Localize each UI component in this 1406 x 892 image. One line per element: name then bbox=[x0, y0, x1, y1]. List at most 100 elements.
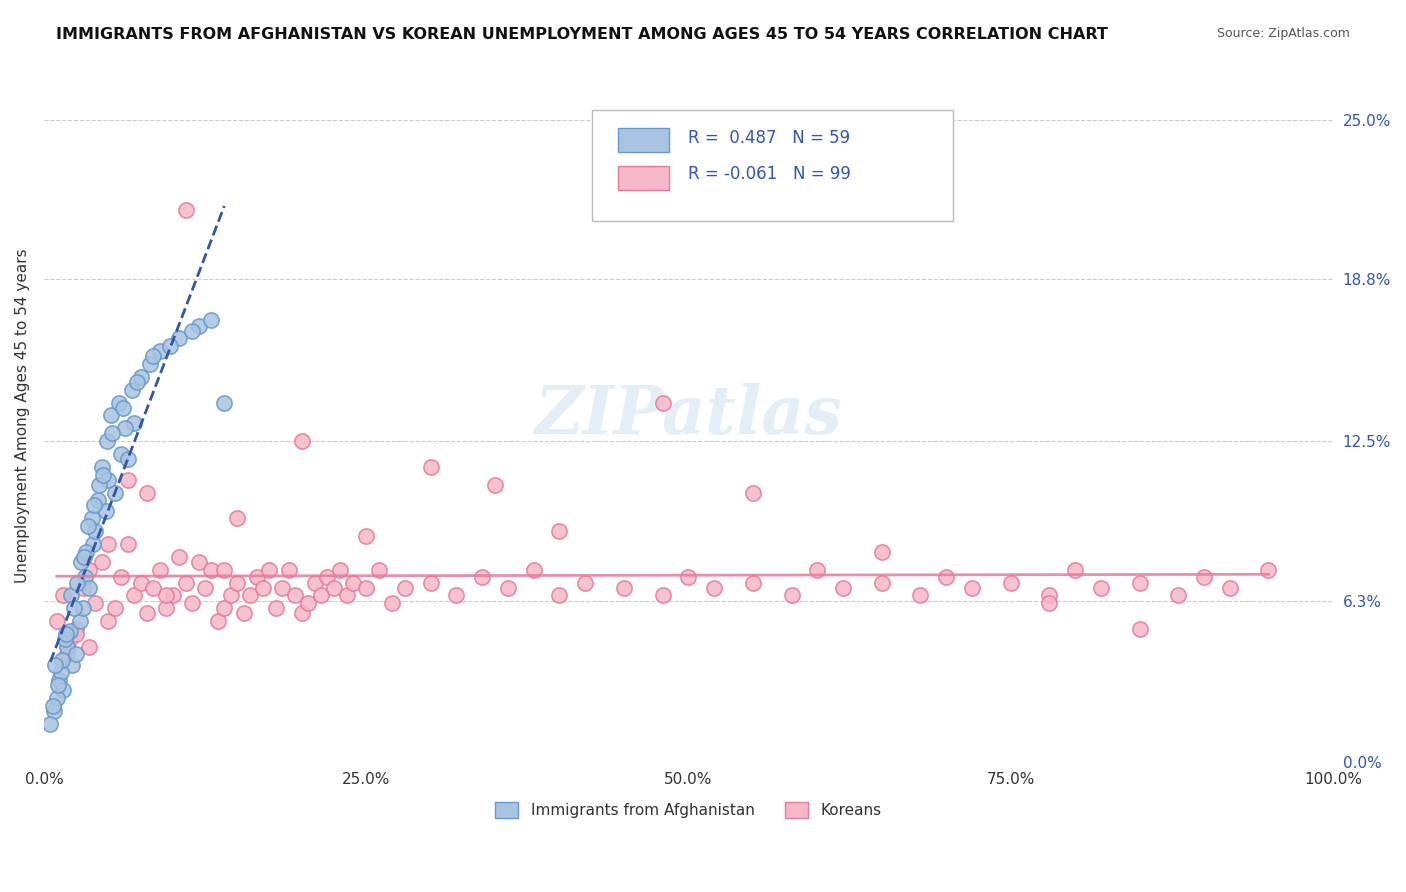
Point bbox=[97, 537, 120, 551]
Point bbox=[1192, 570, 1215, 584]
Point bbox=[741, 485, 763, 500]
Point bbox=[104, 601, 127, 615]
Y-axis label: Unemployment Among Ages 45 to 54 years: Unemployment Among Ages 45 to 54 years bbox=[15, 248, 30, 582]
Point bbox=[56, 640, 79, 654]
Point bbox=[96, 434, 118, 449]
Point bbox=[1038, 588, 1060, 602]
Point bbox=[149, 563, 172, 577]
Point bbox=[574, 575, 596, 590]
Point bbox=[232, 607, 254, 621]
Point bbox=[129, 370, 152, 384]
Point bbox=[187, 555, 209, 569]
FancyBboxPatch shape bbox=[617, 128, 669, 152]
Point bbox=[322, 581, 344, 595]
Point bbox=[44, 657, 66, 672]
Point bbox=[138, 357, 160, 371]
Point bbox=[471, 570, 494, 584]
Point bbox=[174, 202, 197, 217]
Point bbox=[1000, 575, 1022, 590]
Point bbox=[107, 395, 129, 409]
Point bbox=[84, 524, 107, 538]
Point bbox=[207, 614, 229, 628]
Point bbox=[76, 519, 98, 533]
Point bbox=[55, 627, 77, 641]
Point bbox=[419, 459, 441, 474]
FancyBboxPatch shape bbox=[617, 166, 669, 190]
Point bbox=[45, 691, 67, 706]
Point bbox=[46, 678, 69, 692]
Legend: Immigrants from Afghanistan, Koreans: Immigrants from Afghanistan, Koreans bbox=[489, 796, 887, 824]
Point bbox=[368, 563, 391, 577]
Point bbox=[381, 596, 404, 610]
Point bbox=[83, 499, 105, 513]
Point bbox=[613, 581, 636, 595]
Point bbox=[354, 529, 377, 543]
Point bbox=[181, 324, 204, 338]
Point bbox=[214, 601, 236, 615]
Point bbox=[111, 401, 134, 415]
Point bbox=[200, 563, 222, 577]
Point bbox=[51, 652, 73, 666]
Point bbox=[72, 581, 94, 595]
Point bbox=[155, 601, 177, 615]
Point bbox=[49, 665, 72, 680]
Point bbox=[149, 344, 172, 359]
Point bbox=[69, 614, 91, 628]
Point bbox=[226, 575, 249, 590]
Point bbox=[84, 596, 107, 610]
Point bbox=[910, 588, 932, 602]
Point bbox=[548, 524, 571, 538]
Point bbox=[181, 596, 204, 610]
Point bbox=[259, 563, 281, 577]
Point bbox=[142, 581, 165, 595]
Text: IMMIGRANTS FROM AFGHANISTAN VS KOREAN UNEMPLOYMENT AMONG AGES 45 TO 54 YEARS COR: IMMIGRANTS FROM AFGHANISTAN VS KOREAN UN… bbox=[56, 27, 1108, 42]
Point bbox=[1219, 581, 1241, 595]
Point bbox=[77, 563, 100, 577]
Point bbox=[129, 575, 152, 590]
Point bbox=[121, 383, 143, 397]
Point bbox=[59, 624, 82, 639]
Point bbox=[60, 657, 83, 672]
Point bbox=[960, 581, 983, 595]
Point bbox=[75, 544, 97, 558]
Point bbox=[73, 549, 96, 564]
Point bbox=[59, 632, 82, 646]
Point bbox=[65, 622, 87, 636]
Point bbox=[523, 563, 546, 577]
Point bbox=[832, 581, 855, 595]
Point bbox=[304, 575, 326, 590]
Point bbox=[52, 588, 75, 602]
Point bbox=[89, 478, 111, 492]
Point bbox=[65, 648, 87, 662]
Point bbox=[155, 588, 177, 602]
Point bbox=[77, 640, 100, 654]
Point bbox=[53, 632, 76, 646]
Point bbox=[394, 581, 416, 595]
Point bbox=[44, 704, 66, 718]
Point bbox=[90, 555, 112, 569]
Point bbox=[167, 331, 190, 345]
Point bbox=[159, 339, 181, 353]
Point bbox=[62, 601, 84, 615]
Point bbox=[239, 588, 262, 602]
Point bbox=[117, 537, 139, 551]
Point bbox=[651, 588, 673, 602]
Point bbox=[39, 717, 62, 731]
Point bbox=[484, 478, 506, 492]
Point bbox=[1257, 563, 1279, 577]
Point bbox=[291, 607, 314, 621]
Point bbox=[97, 614, 120, 628]
Text: R =  0.487   N = 59: R = 0.487 N = 59 bbox=[689, 129, 851, 147]
Point bbox=[174, 575, 197, 590]
Text: ZIPatlas: ZIPatlas bbox=[534, 383, 842, 448]
Point bbox=[252, 581, 274, 595]
Point bbox=[336, 588, 359, 602]
Point bbox=[1128, 622, 1150, 636]
Point bbox=[496, 581, 519, 595]
Point bbox=[277, 563, 299, 577]
Point bbox=[741, 575, 763, 590]
Point bbox=[245, 570, 267, 584]
Point bbox=[167, 549, 190, 564]
Point bbox=[65, 627, 87, 641]
Point bbox=[97, 473, 120, 487]
